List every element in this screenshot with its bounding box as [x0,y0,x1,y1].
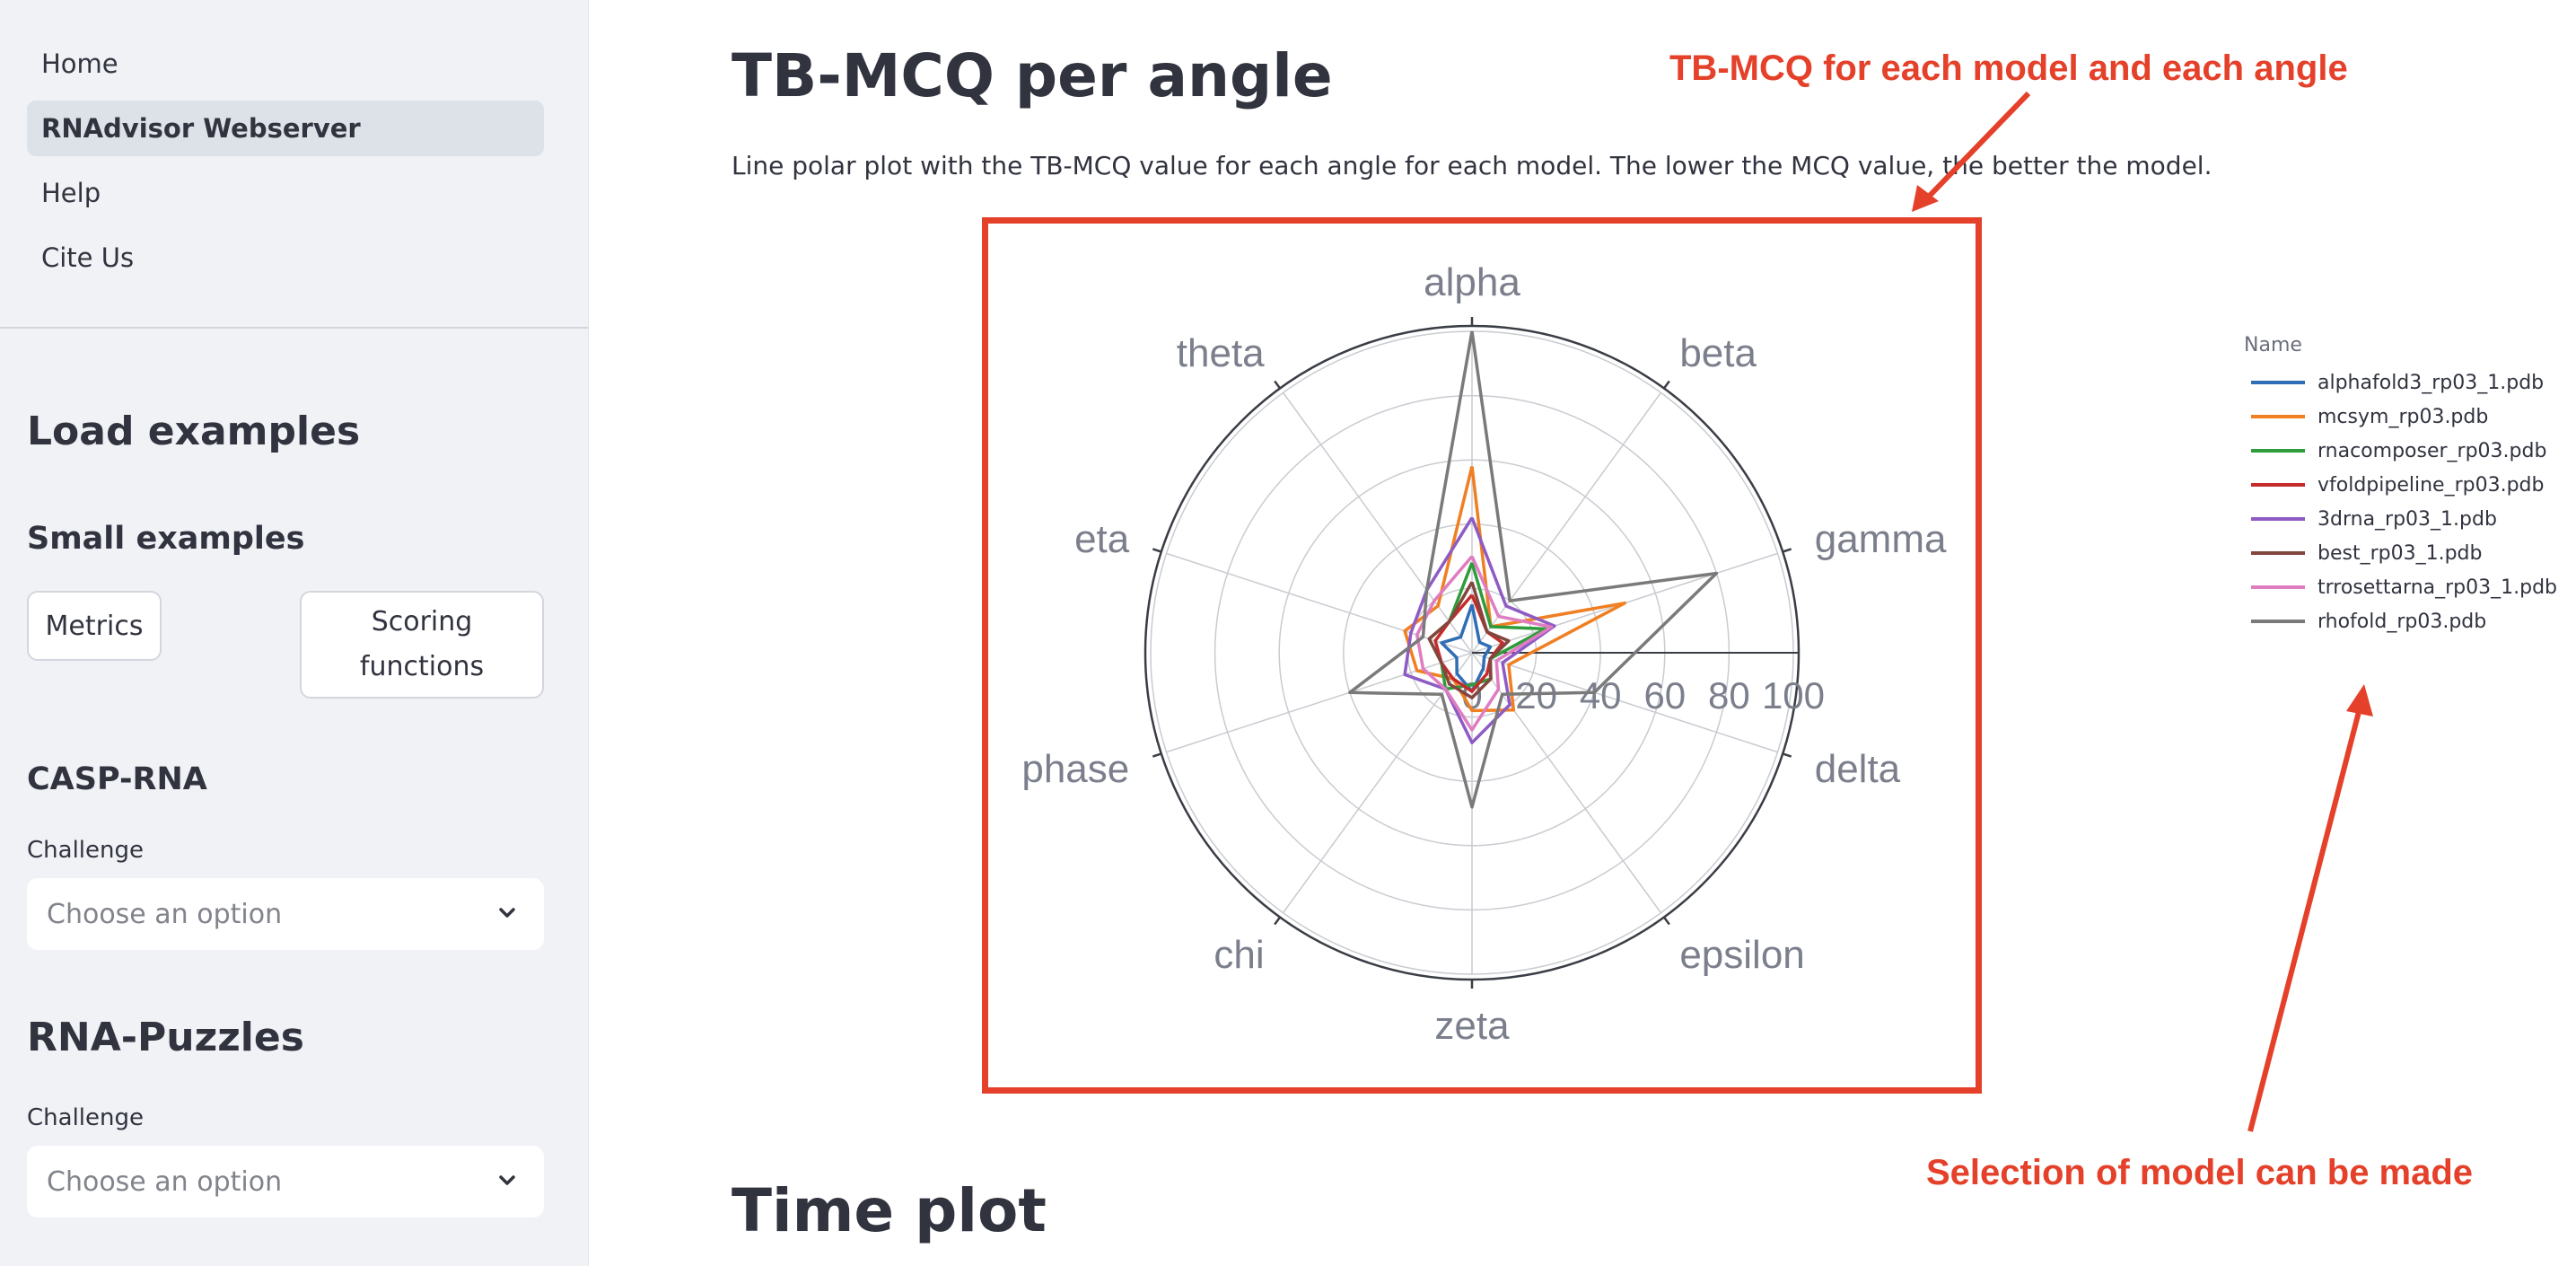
small-examples-heading: Small examples [27,521,305,557]
series-line-3 [1433,593,1504,693]
angular-tick [1662,916,1670,926]
angular-tick [1274,916,1282,926]
legend-title: Name [2244,334,2302,356]
angle-label-delta: delta [1815,747,1901,791]
angle-label-chi: chi [1214,933,1264,977]
legend-swatch [2251,551,2305,555]
legend-item[interactable]: 3drna_rp03_1.pdb [2244,502,2557,536]
angle-label-zeta: zeta [1434,1004,1510,1048]
annotation-top: TB-MCQ for each model and each angle [1669,48,2348,88]
legend-item[interactable]: alphafold3_rp03_1.pdb [2244,365,2557,400]
legend-label: mcsym_rp03.pdb [2318,405,2489,428]
sidebar-divider [0,327,589,329]
legend-label: vfoldpipeline_rp03.pdb [2318,473,2545,497]
nav-item-help[interactable]: Help [41,178,101,208]
rna-puzzles-heading: RNA-Puzzles [27,1015,304,1060]
legend-item[interactable]: best_rp03_1.pdb [2244,536,2557,570]
angular-tick [1782,548,1792,553]
legend-swatch [2251,585,2305,589]
angular-tick [1152,752,1162,758]
legend-item[interactable]: mcsym_rp03.pdb [2244,400,2557,434]
nav-item-home[interactable]: Home [41,48,118,79]
series-line-4 [1403,516,1556,744]
chart-legend: Name alphafold3_rp03_1.pdb mcsym_rp03.pdb… [2244,334,2557,638]
rnapuzzles-challenge-placeholder: Choose an option [47,1165,283,1198]
rnapuzzles-challenge-label: Challenge [27,1104,144,1131]
angle-label-eta: eta [1074,517,1130,561]
angular-gridline [1471,391,1662,654]
page-title: TB-MCQ per angle [732,41,1333,110]
legend-item[interactable]: vfoldpipeline_rp03.pdb [2244,468,2557,502]
angular-gridline [1166,552,1473,654]
arrow-top [1920,91,2031,206]
chevron-down-icon [499,908,515,918]
angular-tick [1274,380,1282,390]
legend-label: trrosettarna_rp03_1.pdb [2318,576,2558,599]
angular-gridline [1282,652,1473,914]
angular-tick [1662,380,1670,390]
nav-item-rnadvisor-webserver[interactable]: RNAdvisor Webserver [27,101,544,156]
series-line-5 [1427,581,1511,699]
casp-rna-heading: CASP-RNA [27,761,207,797]
legend-label: alphafold3_rp03_1.pdb [2318,371,2545,394]
casp-challenge-select[interactable]: Choose an option [27,878,544,950]
time-plot-heading: Time plot [732,1176,1047,1245]
arrow-bottom [2247,704,2363,1132]
angle-label-alpha: alpha [1424,260,1520,304]
annotation-bottom: Selection of model can be made [1926,1153,2474,1192]
arrow-top-head [1912,185,1939,212]
load-examples-heading: Load examples [27,409,361,454]
polar-chart: alpha beta gamma delta epsilon zeta chi phase et… [1021,260,1947,1048]
legend-swatch [2251,620,2305,623]
page-description: Line polar plot with the TB-MCQ value fo… [732,151,2212,180]
angle-label-phase: phase [1021,747,1129,791]
angular-gridline [1471,652,1778,753]
angular-tick [1782,752,1792,758]
legend-swatch [2251,517,2305,521]
casp-challenge-placeholder: Choose an option [47,898,283,930]
rnapuzzles-challenge-select[interactable]: Choose an option [27,1146,544,1218]
series-line-7 [1348,330,1719,809]
angular-tick [1152,548,1162,553]
legend-swatch [2251,415,2305,418]
radial-tick-label: 40 [1580,674,1622,717]
angle-label-gamma: gamma [1815,517,1947,561]
nav-item-cite-us[interactable]: Cite Us [41,242,135,273]
angular-gridline [1471,652,1662,914]
legend-label: rnacomposer_rp03.pdb [2318,439,2547,462]
radial-tick-label: 100 [1762,674,1825,717]
sidebar: Home RNAdvisor Webserver Help Cite Us Lo… [0,0,589,1266]
legend-label: 3drna_rp03_1.pdb [2318,507,2497,531]
scoring-functions-button[interactable]: Scoring functions [300,591,544,699]
legend-item[interactable]: trrosettarna_rp03_1.pdb [2244,570,2557,604]
legend-label: best_rp03_1.pdb [2318,541,2483,565]
legend-swatch [2251,381,2305,384]
casp-challenge-label: Challenge [27,837,144,864]
legend-swatch [2251,483,2305,487]
angular-gridline [1166,652,1473,753]
arrow-bottom-head [2346,684,2373,717]
sidebar-nav: Home RNAdvisor Webserver Help Cite Us [27,36,544,295]
metrics-button[interactable]: Metrics [27,591,162,661]
radial-tick-label: 60 [1643,674,1686,717]
angle-label-theta: theta [1177,331,1265,375]
legend-swatch [2251,449,2305,453]
highlight-box [982,217,1982,1094]
chevron-down-icon [499,1175,515,1185]
angular-gridline [1282,391,1473,654]
angle-label-epsilon: epsilon [1679,933,1804,977]
legend-item[interactable]: rhofold_rp03.pdb [2244,604,2557,638]
radial-tick-label: 80 [1708,674,1750,717]
legend-label: rhofold_rp03.pdb [2318,610,2487,633]
angle-label-beta: beta [1679,331,1757,375]
legend-item[interactable]: rnacomposer_rp03.pdb [2244,434,2557,468]
